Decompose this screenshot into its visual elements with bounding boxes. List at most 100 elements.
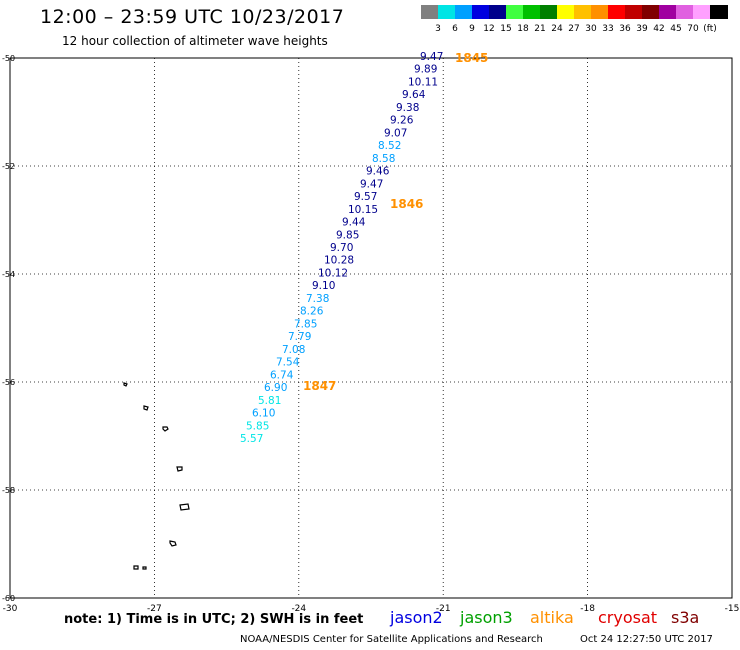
legend-swatch: [455, 5, 473, 19]
legend-swatch: [438, 5, 456, 19]
wave-height-label: 9.47: [360, 178, 383, 190]
legend-label: 15: [500, 24, 512, 34]
legend-swatch: [693, 5, 711, 19]
time-marker-label: 1846: [390, 197, 423, 211]
legend-label: 12: [483, 24, 495, 34]
time-marker-label: 1845: [455, 51, 488, 65]
lon-tick-label: -18: [580, 604, 595, 614]
wave-height-label: 9.64: [402, 89, 426, 101]
legend-swatch: [489, 5, 507, 19]
legend-swatch: [642, 5, 660, 19]
legend-swatch: [676, 5, 694, 19]
legend-label: 21: [534, 24, 546, 34]
wave-height-label: 5.85: [246, 420, 269, 432]
legend-label: 45: [670, 24, 682, 34]
lat-tick-label: -54: [2, 270, 15, 279]
island-outline: [133, 565, 139, 570]
wave-height-label: 9.26: [390, 115, 414, 127]
legend-swatch: [710, 5, 728, 19]
mission-jason3: jason3: [460, 608, 513, 627]
lon-tick-label: -15: [725, 604, 740, 614]
map-frame: [9, 57, 733, 599]
island-outline: [123, 382, 128, 387]
legend-swatch: [540, 5, 558, 19]
wave-height-label: 10.28: [324, 255, 354, 267]
legend-label: 3: [435, 24, 441, 34]
page-title: 12:00 – 23:59 UTC 10/23/2017: [40, 6, 345, 28]
legend-label: 36: [619, 24, 631, 34]
wave-height-label: 9.46: [366, 166, 390, 178]
wave-height-label: 9.70: [330, 242, 353, 254]
lon-tick-label: -30: [3, 604, 18, 614]
mission-jason2: jason2: [390, 608, 443, 627]
legend-swatch: [421, 5, 439, 19]
wave-height-label: 7.08: [282, 344, 305, 356]
legend-swatch: [557, 5, 575, 19]
lon-tick-label: -21: [436, 604, 451, 614]
island-outline: [142, 566, 147, 570]
wave-height-label: 6.74: [270, 369, 294, 381]
wave-height-label: 10.15: [348, 204, 378, 216]
legend-label: 9: [469, 24, 475, 34]
credit-text: NOAA/NESDIS Center for Satellite Applica…: [240, 634, 543, 645]
legend-label: 39: [636, 24, 648, 34]
wave-height-label: 5.57: [240, 433, 263, 445]
island-outline: [162, 426, 169, 432]
legend-swatch: [472, 5, 490, 19]
island-outline: [143, 405, 149, 411]
lat-tick-label: -58: [2, 486, 15, 495]
wave-height-label: 9.57: [354, 191, 377, 203]
wave-height-label: 7.38: [306, 293, 329, 305]
legend-swatch: [591, 5, 609, 19]
mission-altika: altika: [530, 608, 574, 627]
legend-label: (ft): [703, 24, 717, 34]
legend-swatch: [574, 5, 592, 19]
legend-swatch: [625, 5, 643, 19]
mission-s3a: s3a: [671, 608, 700, 627]
legend-label: 33: [602, 24, 614, 34]
legend-swatch: [608, 5, 626, 19]
wave-height-label: 9.38: [396, 102, 419, 114]
lat-tick-label: -50: [2, 54, 15, 63]
legend-label: 27: [568, 24, 580, 34]
generated-timestamp: Oct 24 12:27:50 UTC 2017: [580, 634, 713, 645]
wave-height-label: 10.12: [318, 267, 348, 279]
mission-cryosat: cryosat: [598, 608, 658, 627]
note-text: note: 1) Time is in UTC; 2) SWH is in fe…: [64, 612, 364, 627]
legend-label: 70: [687, 24, 699, 34]
lat-tick-label: -52: [2, 162, 15, 171]
wave-height-label: 9.44: [342, 217, 366, 229]
legend-label: 42: [653, 24, 665, 34]
wave-height-label: 8.58: [372, 153, 395, 165]
wave-height-label: 8.52: [378, 140, 401, 152]
legend-swatch: [506, 5, 524, 19]
wave-height-label: 6.10: [252, 408, 275, 420]
wave-height-label: 9.89: [414, 64, 437, 76]
wave-height-label: 9.85: [336, 229, 359, 241]
wave-height-label: 9.07: [384, 127, 407, 139]
wave-height-label: 6.90: [264, 382, 287, 394]
island-outline: [169, 540, 177, 547]
island-outline: [176, 466, 183, 472]
legend-swatch: [523, 5, 541, 19]
legend-label: 6: [452, 24, 458, 34]
legend-label: 24: [551, 24, 563, 34]
lon-tick-label: -24: [291, 604, 306, 614]
wave-height-label: 7.85: [294, 318, 317, 330]
wave-height-label: 7.54: [276, 357, 300, 369]
legend-label: 30: [585, 24, 597, 34]
island-outline: [179, 503, 190, 511]
lat-tick-label: -56: [2, 378, 15, 387]
wave-height-label: 7.79: [288, 331, 311, 343]
legend-label: 18: [517, 24, 529, 34]
wave-height-label: 8.26: [300, 306, 324, 318]
wave-height-label: 9.47: [420, 51, 443, 63]
wave-height-label: 9.10: [312, 280, 335, 292]
legend-swatch: [659, 5, 677, 19]
time-marker-label: 1847: [303, 379, 336, 393]
wave-height-label: 10.11: [408, 76, 438, 88]
page-subtitle: 12 hour collection of altimeter wave hei…: [62, 34, 328, 48]
lon-tick-label: -27: [147, 604, 162, 614]
wave-height-label: 5.81: [258, 395, 281, 407]
